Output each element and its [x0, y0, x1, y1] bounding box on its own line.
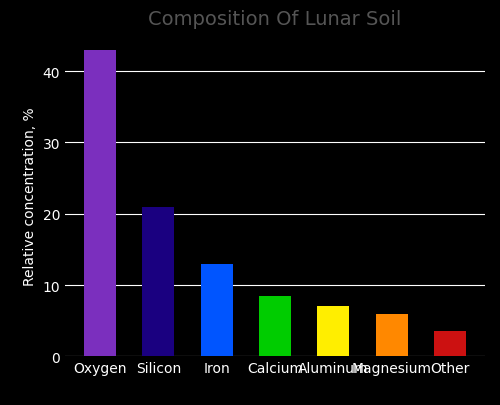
Bar [200, 264, 232, 356]
Y-axis label: Relative concentration, %: Relative concentration, % [23, 107, 37, 286]
Title: Composition Of Lunar Soil: Composition Of Lunar Soil [148, 11, 402, 29]
Bar [142, 207, 174, 356]
Bar [376, 314, 408, 356]
Bar [84, 51, 116, 356]
Bar [318, 307, 350, 356]
Bar [259, 296, 291, 356]
Bar [434, 332, 466, 356]
